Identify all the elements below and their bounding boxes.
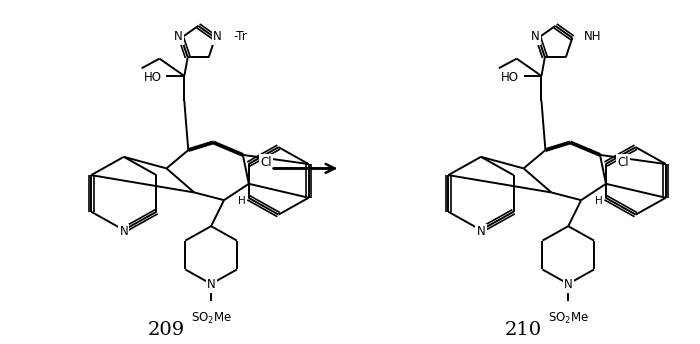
Text: 209: 209: [148, 321, 185, 338]
Text: N: N: [213, 30, 222, 43]
Text: 210: 210: [505, 321, 542, 338]
Text: N: N: [564, 278, 573, 291]
Text: Cl: Cl: [617, 155, 629, 169]
Text: H: H: [595, 196, 603, 206]
Text: N: N: [206, 278, 216, 291]
Text: N: N: [477, 225, 485, 238]
Text: HO: HO: [144, 72, 162, 84]
Text: Cl: Cl: [260, 155, 272, 169]
Text: HO: HO: [500, 72, 519, 84]
Text: -Tr: -Tr: [233, 30, 247, 43]
Text: N: N: [531, 30, 540, 43]
Text: N: N: [174, 30, 183, 43]
Text: SO$_2$Me: SO$_2$Me: [547, 311, 589, 326]
Text: N: N: [120, 225, 128, 238]
Text: SO$_2$Me: SO$_2$Me: [190, 311, 232, 326]
Text: NH: NH: [584, 30, 602, 43]
Text: H: H: [238, 196, 246, 206]
